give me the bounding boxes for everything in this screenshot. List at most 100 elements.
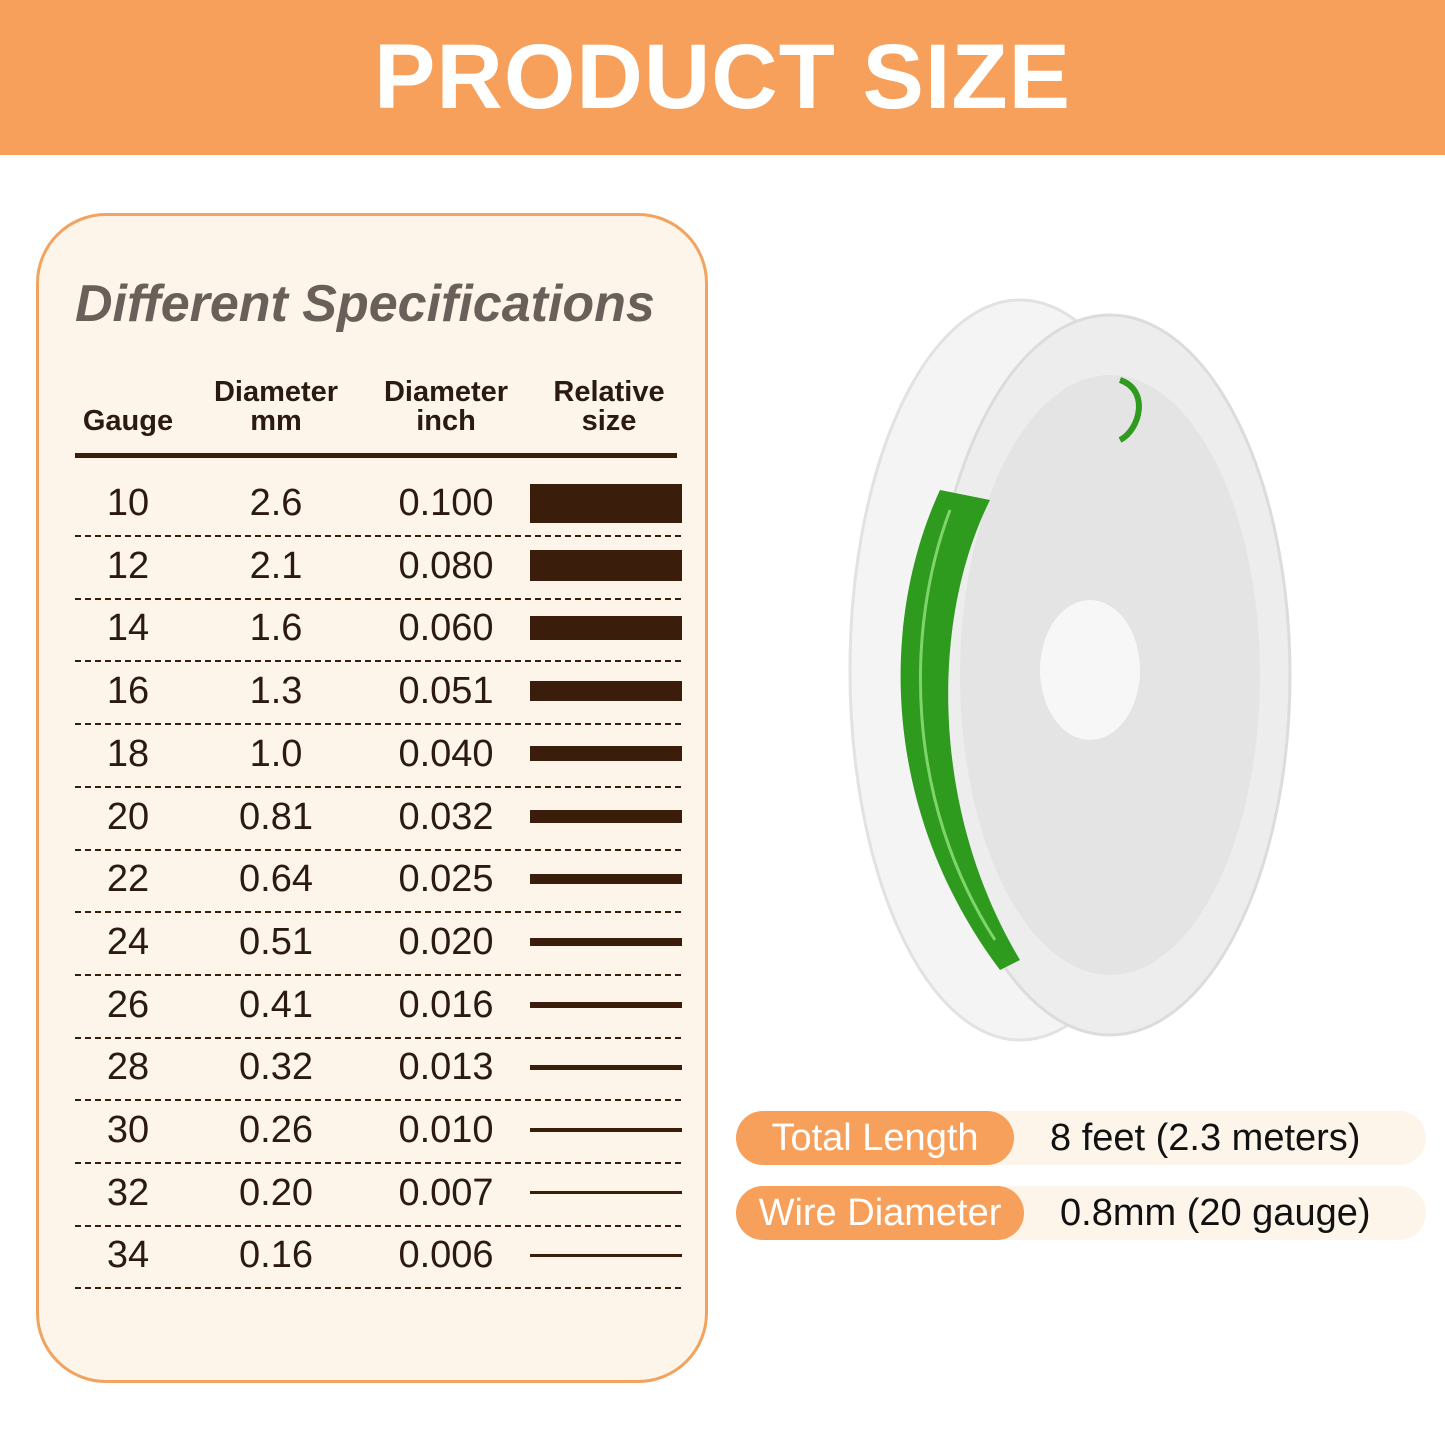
row-divider xyxy=(75,911,681,914)
gauge-cell: 12 xyxy=(106,544,150,587)
banner-title: PRODUCT SIZE xyxy=(374,26,1071,128)
spec-total-length: Total Length 8 feet (2.3 meters) xyxy=(736,1111,1426,1165)
mm-cell: 0.41 xyxy=(239,983,313,1026)
table-row: 16 1.3 0.051 xyxy=(75,662,682,726)
inch-cell: 0.025 xyxy=(398,858,494,901)
table-row: 10 2.6 0.100 xyxy=(75,474,682,537)
row-divider xyxy=(75,1162,681,1164)
row-divider xyxy=(75,1287,681,1290)
mm-cell: 2.1 xyxy=(249,544,303,587)
inch-cell: 0.100 xyxy=(398,482,494,524)
header-divider xyxy=(75,453,677,458)
relative-size-bar xyxy=(530,810,682,823)
gauge-cell: 34 xyxy=(106,1234,150,1277)
header-text: Diameter xyxy=(213,376,339,408)
inch-cell: 0.010 xyxy=(398,1109,494,1151)
mm-cell: 1.3 xyxy=(249,670,303,713)
spec-label: Wire Diameter xyxy=(736,1186,1024,1240)
table-row: 12 2.1 0.080 xyxy=(75,537,682,600)
table-row: 30 0.26 0.010 xyxy=(75,1101,682,1164)
relative-size-bar xyxy=(530,1128,682,1132)
table-row: 28 0.32 0.013 xyxy=(75,1038,682,1102)
gauge-cell: 28 xyxy=(106,1046,150,1089)
header-diameter-mm: Diameter mm xyxy=(205,378,347,436)
spec-value: 8 feet (2.3 meters) xyxy=(1050,1116,1361,1159)
inch-cell: 0.020 xyxy=(398,920,494,963)
inch-cell: 0.006 xyxy=(398,1234,494,1277)
mm-cell: 2.6 xyxy=(249,482,303,524)
mm-cell: 0.51 xyxy=(239,920,313,963)
table-row: 18 1.0 0.040 xyxy=(75,725,682,788)
table-row: 20 0.81 0.032 xyxy=(75,788,682,851)
relative-size-bar xyxy=(530,549,682,582)
mm-cell: 0.81 xyxy=(239,795,313,838)
header-diameter-inch: Diameter inch xyxy=(375,378,517,436)
table-row: 34 0.16 0.006 xyxy=(75,1226,682,1290)
relative-size-bar xyxy=(530,483,682,523)
row-divider xyxy=(75,1224,681,1227)
spec-label: Total Length xyxy=(736,1111,1014,1165)
header-text: size xyxy=(581,405,637,437)
row-divider xyxy=(75,723,681,726)
relative-size-bar xyxy=(530,938,682,946)
mm-cell: 0.64 xyxy=(239,858,313,901)
table-row: 32 0.20 0.007 xyxy=(75,1164,682,1227)
inch-cell: 0.007 xyxy=(398,1171,494,1214)
gauge-cell: 32 xyxy=(106,1171,150,1214)
inch-cell: 0.040 xyxy=(398,732,494,775)
relative-size-bar xyxy=(530,1064,682,1070)
relative-size-bar xyxy=(530,1001,682,1008)
mm-cell: 0.20 xyxy=(239,1171,313,1214)
mm-cell: 1.0 xyxy=(249,732,303,775)
row-divider xyxy=(75,848,681,851)
header-text: Diameter xyxy=(383,376,509,408)
gauge-cell: 10 xyxy=(106,482,150,524)
specifications-card: Different Specifications Gauge Diameter m… xyxy=(36,213,708,1383)
relative-size-bar xyxy=(530,1191,682,1195)
header-text: mm xyxy=(250,405,302,437)
inch-cell: 0.032 xyxy=(398,795,494,838)
header-gauge: Gauge xyxy=(82,405,174,437)
header-text: Relative xyxy=(553,376,665,408)
relative-size-bar xyxy=(530,1254,682,1257)
inch-cell: 0.051 xyxy=(398,670,494,713)
table-row: 14 1.6 0.060 xyxy=(75,599,682,663)
spec-value: 0.8mm (20 gauge) xyxy=(1060,1191,1371,1234)
gauge-cell: 14 xyxy=(106,607,150,650)
mm-cell: 1.6 xyxy=(249,607,303,650)
gauge-cell: 30 xyxy=(106,1109,150,1151)
inch-cell: 0.080 xyxy=(398,544,494,587)
row-divider xyxy=(75,535,681,537)
header-relative-size: Relative size xyxy=(539,378,679,436)
card-title: Different Specifications xyxy=(75,275,655,333)
gauge-cell: 24 xyxy=(106,920,150,963)
spec-wire-diameter: Wire Diameter 0.8mm (20 gauge) xyxy=(736,1186,1426,1240)
gauge-cell: 22 xyxy=(106,858,150,901)
row-divider xyxy=(75,1036,681,1039)
header-text: inch xyxy=(416,405,476,437)
gauge-cell: 18 xyxy=(106,732,150,775)
inch-cell: 0.013 xyxy=(398,1046,494,1089)
gauge-cell: 16 xyxy=(106,670,150,713)
table-row: 26 0.41 0.016 xyxy=(75,976,682,1039)
row-divider xyxy=(75,785,681,788)
gauge-cell: 20 xyxy=(106,795,150,838)
row-divider xyxy=(75,660,681,663)
relative-size-bar xyxy=(530,681,682,701)
inch-cell: 0.016 xyxy=(398,983,494,1026)
inch-cell: 0.060 xyxy=(398,607,494,650)
relative-size-bar xyxy=(530,874,682,884)
mm-cell: 0.16 xyxy=(239,1234,313,1277)
table-row: 24 0.51 0.020 xyxy=(75,913,682,976)
wire-spool-image xyxy=(848,298,1292,1042)
relative-size-bar xyxy=(530,746,682,762)
mm-cell: 0.26 xyxy=(239,1109,313,1151)
gauge-cell: 26 xyxy=(106,983,150,1026)
row-divider xyxy=(75,973,681,976)
mm-cell: 0.32 xyxy=(239,1046,313,1089)
row-divider xyxy=(75,597,681,600)
relative-size-bar xyxy=(530,616,682,641)
banner: PRODUCT SIZE xyxy=(0,0,1445,155)
table-row: 22 0.64 0.025 xyxy=(75,850,682,914)
row-divider xyxy=(75,1099,681,1102)
